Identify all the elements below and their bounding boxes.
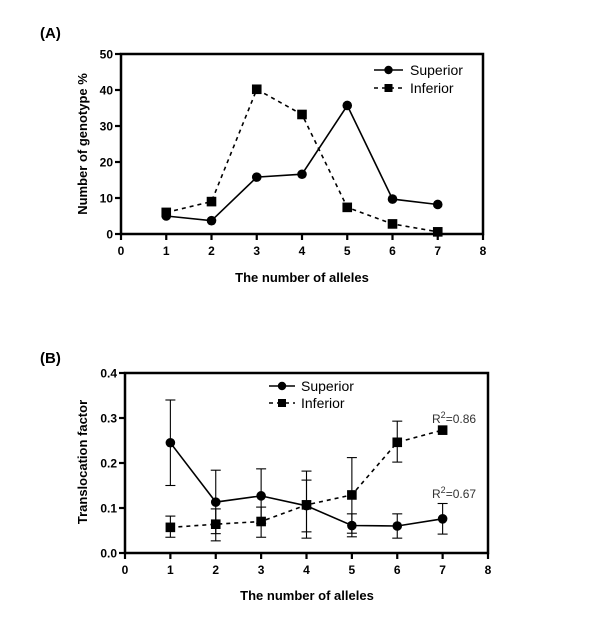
y-tick-label: 0.0 — [100, 547, 117, 561]
data-point-inferior — [301, 500, 312, 510]
legend-superior-marker — [384, 65, 393, 75]
legend-inferior-label: Inferior — [301, 395, 345, 411]
legend-inferior-marker — [278, 399, 286, 407]
series-inferior — [165, 420, 448, 542]
y-tick-label: 30 — [100, 120, 114, 134]
data-point-superior — [342, 100, 353, 111]
x-tick-label: 5 — [344, 244, 351, 258]
data-point-inferior — [437, 425, 448, 435]
y-tick-label: 50 — [100, 48, 114, 62]
x-tick-label: 7 — [439, 563, 446, 577]
x-tick-label: 1 — [163, 244, 170, 258]
panel-a-series — [161, 84, 443, 237]
data-point-superior — [165, 437, 176, 448]
data-point-inferior — [206, 196, 217, 207]
x-tick-label: 4 — [299, 244, 306, 258]
r-squared-inferior: R2=0.86 — [432, 410, 476, 426]
data-point-inferior — [342, 202, 353, 213]
x-tick-label: 1 — [167, 563, 174, 577]
data-point-inferior — [432, 227, 443, 237]
data-point-inferior — [392, 437, 403, 448]
data-point-inferior — [256, 516, 266, 527]
data-point-inferior — [251, 84, 262, 95]
data-point-superior — [432, 199, 443, 210]
data-point-superior — [387, 194, 398, 204]
series-superior — [161, 100, 443, 226]
data-point-superior — [297, 169, 307, 180]
x-tick-label: 0 — [118, 244, 125, 258]
data-point-superior — [256, 491, 266, 501]
data-point-superior — [437, 514, 448, 524]
x-tick-label: 2 — [208, 244, 215, 258]
y-tick-label: 0.2 — [100, 457, 117, 471]
panel-a: (A) Number of genotype % The number of a… — [40, 25, 487, 285]
panel-b-axes: 0 1 2 3 4 5 6 7 8 0.0 0.1 0.2 0.3 0.4 — [100, 367, 491, 578]
r-squared-superior: R2=0.67 — [432, 485, 476, 501]
y-tick-label: 0 — [106, 228, 113, 242]
data-point-inferior — [210, 519, 221, 529]
x-tick-label: 4 — [303, 563, 310, 577]
panel-b-legend: Superior Inferior — [269, 378, 354, 411]
x-tick-label: 8 — [480, 244, 487, 258]
x-tick-label: 2 — [212, 563, 219, 577]
x-tick-label: 3 — [253, 244, 260, 258]
y-tick-label: 0.1 — [100, 502, 117, 516]
data-point-inferior — [161, 207, 172, 218]
series-inferior — [161, 84, 443, 237]
x-tick-label: 5 — [349, 563, 356, 577]
legend-superior-label: Superior — [410, 62, 463, 78]
panel-a-axes: 0 1 2 3 4 5 6 7 8 0 10 20 30 40 50 — [100, 48, 487, 259]
panel-b-label: (B) — [40, 350, 61, 367]
y-tick-label: 40 — [100, 84, 114, 98]
data-point-superior — [206, 215, 217, 226]
legend-inferior-marker — [384, 84, 393, 92]
panel-a-label: (A) — [40, 25, 61, 42]
legend-superior-marker — [277, 381, 287, 391]
x-tick-label: 8 — [485, 563, 492, 577]
data-point-inferior — [347, 490, 357, 500]
y-tick-label: 10 — [100, 192, 114, 206]
panel-b-x-axis-title: The number of alleles — [240, 588, 374, 603]
x-tick-label: 3 — [258, 563, 265, 577]
y-tick-label: 20 — [100, 156, 114, 170]
panel-a-y-axis-title: Number of genotype % — [75, 73, 90, 215]
panel-b-y-axis-title: Translocation factor — [75, 400, 90, 524]
panel-a-x-axis-title: The number of alleles — [235, 270, 369, 285]
data-point-superior — [251, 172, 262, 182]
legend-inferior-label: Inferior — [410, 80, 454, 96]
legend-superior-label: Superior — [301, 378, 354, 394]
x-tick-label: 6 — [394, 563, 401, 577]
y-tick-label: 0.3 — [100, 412, 117, 426]
panel-a-legend: Superior Inferior — [374, 62, 463, 96]
x-tick-label: 0 — [122, 563, 129, 577]
x-tick-label: 7 — [434, 244, 441, 258]
data-point-inferior — [387, 219, 398, 229]
data-point-superior — [210, 497, 221, 507]
panel-b-series — [165, 399, 448, 542]
data-point-inferior — [297, 109, 307, 120]
panel-b: (B) Translocation factor The number of a… — [40, 350, 492, 603]
y-tick-label: 0.4 — [100, 367, 117, 381]
data-point-inferior — [165, 522, 176, 533]
x-tick-label: 6 — [389, 244, 396, 258]
data-point-superior — [392, 521, 403, 531]
